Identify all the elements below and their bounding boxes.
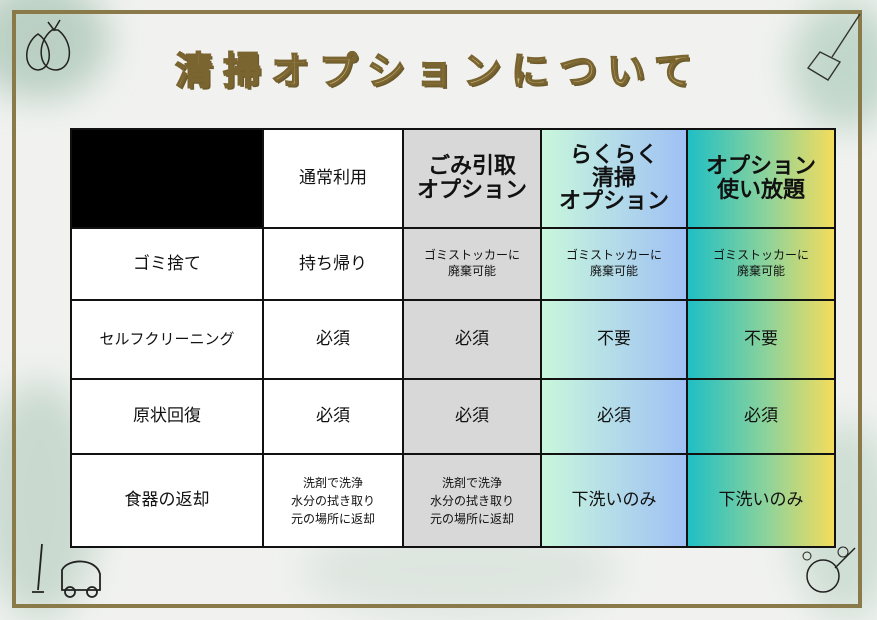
header-easy-cleaning-option: らくらく 清掃 オプション — [540, 128, 688, 229]
table-row: 食器の返却 洗剤で洗浄 水分の拭き取り 元の場所に返却 洗剤で洗浄 水分の拭き取… — [70, 453, 836, 548]
table-cell: 不要 — [686, 299, 836, 380]
table-cell: ゴミストッカーに 廃棄可能 — [686, 227, 836, 301]
row-label: 原状回復 — [70, 378, 264, 455]
row-label: ゴミ捨て — [70, 227, 264, 301]
options-comparison-table: 通常利用 ごみ引取 オプション らくらく 清掃 オプション オプション 使い放題… — [70, 128, 836, 548]
table-row: ゴミ捨て 持ち帰り ゴミストッカーに 廃棄可能 ゴミストッカーに 廃棄可能 ゴミ… — [70, 227, 836, 301]
table-cell: 必須 — [686, 378, 836, 455]
table-cell: 必須 — [540, 378, 688, 455]
watercolor-wash — [790, 0, 877, 130]
corner-cell — [70, 128, 264, 229]
table-cell: ゴミストッカーに 廃棄可能 — [540, 227, 688, 301]
header-normal-use: 通常利用 — [262, 128, 404, 229]
table-cell: 洗剤で洗浄 水分の拭き取り 元の場所に返却 — [402, 453, 542, 548]
table-cell: 洗剤で洗浄 水分の拭き取り 元の場所に返却 — [262, 453, 404, 548]
table-cell: 不要 — [540, 299, 688, 380]
garbage-bag-icon — [26, 19, 71, 71]
table-header-row: 通常利用 ごみ引取 オプション らくらく 清掃 オプション オプション 使い放題 — [70, 128, 836, 229]
broom-icon — [806, 13, 861, 81]
row-label: 食器の返却 — [70, 453, 264, 548]
table-row: 原状回復 必須 必須 必須 必須 — [70, 378, 836, 455]
page-title: 清掃オプションについて — [174, 48, 702, 94]
table-cell: 必須 — [262, 378, 404, 455]
table-cell: ゴミストッカーに 廃棄可能 — [402, 227, 542, 301]
header-unlimited-option: オプション 使い放題 — [686, 128, 836, 229]
decorative-frame — [12, 10, 862, 608]
row-label: セルフクリーニング — [70, 299, 264, 380]
table-cell: 下洗いのみ — [540, 453, 688, 548]
header-garbage-pickup-option: ごみ引取 オプション — [402, 128, 542, 229]
table-cell: 必須 — [402, 378, 542, 455]
table-cell: 必須 — [262, 299, 404, 380]
washing-dishes-icon — [802, 546, 856, 593]
table-cell: 下洗いのみ — [686, 453, 836, 548]
table-cell: 持ち帰り — [262, 227, 404, 301]
table-row: セルフクリーニング 必須 必須 不要 不要 — [70, 299, 836, 380]
table-cell: 必須 — [402, 299, 542, 380]
vacuum-cleaner-icon — [32, 543, 101, 598]
